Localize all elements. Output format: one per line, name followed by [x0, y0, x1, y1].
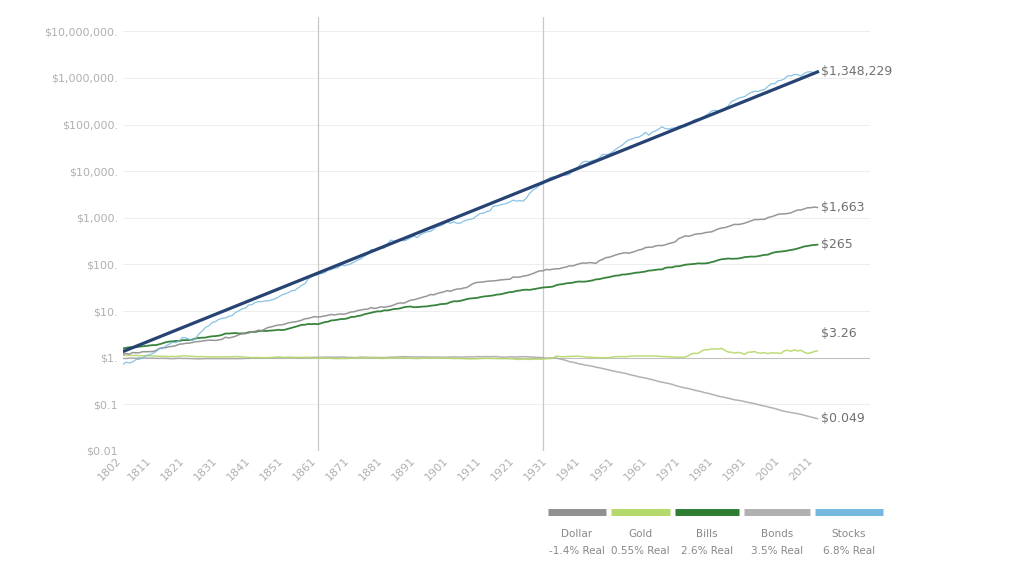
Text: 0.55% Real: 0.55% Real	[611, 546, 670, 556]
Text: Bonds: Bonds	[761, 529, 794, 539]
Text: Bills: Bills	[696, 529, 718, 539]
Text: -1.4% Real: -1.4% Real	[549, 546, 605, 556]
Text: $1,663: $1,663	[821, 201, 864, 214]
Text: 2.6% Real: 2.6% Real	[681, 546, 733, 556]
Text: $3.26: $3.26	[821, 327, 856, 340]
Text: 6.8% Real: 6.8% Real	[823, 546, 874, 556]
Text: Dollar: Dollar	[561, 529, 593, 539]
Text: 3.5% Real: 3.5% Real	[752, 546, 803, 556]
Text: Gold: Gold	[629, 529, 652, 539]
Text: $265: $265	[821, 238, 853, 251]
Text: Stocks: Stocks	[831, 529, 866, 539]
Text: $0.049: $0.049	[821, 412, 864, 425]
Text: $1,348,229: $1,348,229	[821, 65, 892, 79]
